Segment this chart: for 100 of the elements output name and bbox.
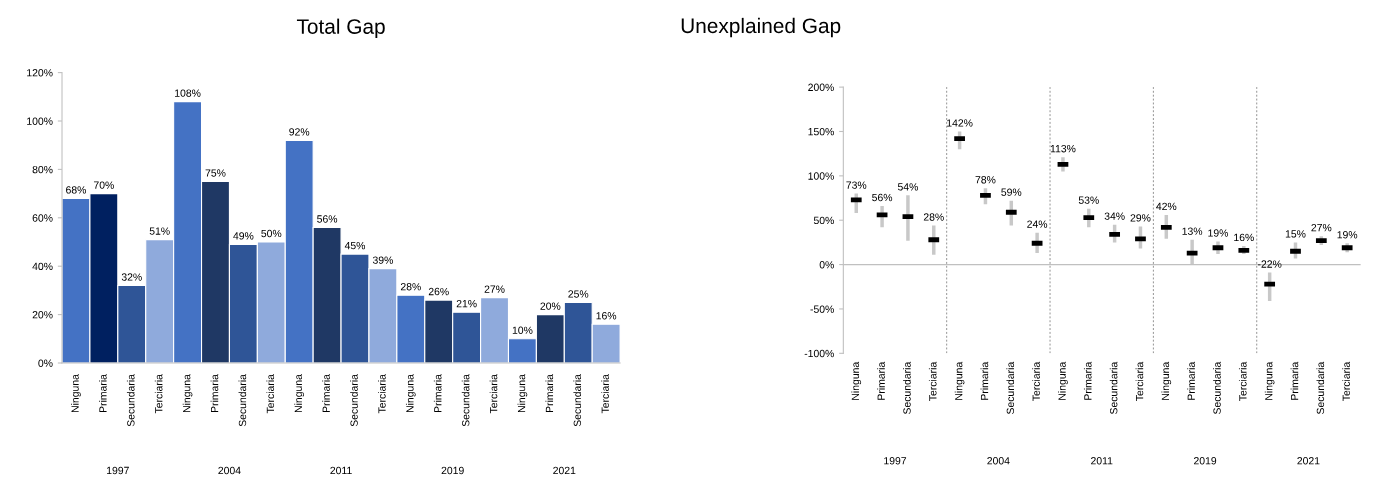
y-tick-label: 120% xyxy=(27,69,53,77)
x-tick-label: Terciaria xyxy=(1238,361,1247,401)
data-label: 20% xyxy=(540,302,561,310)
y-tick-label: 80% xyxy=(32,165,53,174)
x-tick-label: Ninguna xyxy=(1161,361,1172,400)
data-label: 113% xyxy=(1050,145,1076,153)
y-tick-label: 150% xyxy=(808,127,834,136)
x-tick-label: Terciaria xyxy=(1032,361,1040,401)
data-label: 16% xyxy=(596,312,617,320)
data-label: 24% xyxy=(1027,220,1048,228)
data-label: 54% xyxy=(897,183,918,191)
x-tick-label: Primaria xyxy=(322,374,330,413)
chart-title: Unexplained Gap xyxy=(681,17,841,38)
data-label: 56% xyxy=(317,215,338,223)
x-tick-label: Secundaria xyxy=(238,374,247,427)
text: 1997 xyxy=(884,457,907,465)
data-label: 49% xyxy=(233,232,254,240)
data-label: 28% xyxy=(400,283,421,291)
x-tick-label: Secundaria xyxy=(350,374,358,427)
data-label: 10% xyxy=(512,326,533,334)
x-tick-label: Primaria xyxy=(99,374,107,413)
data-label: 142% xyxy=(947,119,973,127)
data-label: 13% xyxy=(1182,227,1203,235)
data-label: 70% xyxy=(93,181,114,189)
x-tick-label: Primaria xyxy=(1187,361,1195,400)
data-label: 28% xyxy=(923,213,944,221)
y-tick-label: 50% xyxy=(813,216,834,225)
x-tick-label: Secundaria xyxy=(1213,361,1221,415)
x-tick-label: Secundaria xyxy=(573,374,582,427)
x-tick-label: Primaria xyxy=(1290,361,1299,400)
x-tick-label: Secundaria xyxy=(1109,361,1118,415)
x-tick-label: Terciaria xyxy=(601,374,609,414)
text: 2021 xyxy=(1297,457,1320,465)
text: 1997 xyxy=(107,466,129,475)
x-tick-label: Terciaria xyxy=(1135,361,1144,401)
x-tick-label: Terciaria xyxy=(1342,361,1350,401)
x-tick-label: Ninguna xyxy=(182,374,193,413)
data-label: 19% xyxy=(1208,229,1229,237)
data-label: 29% xyxy=(1130,214,1151,222)
x-tick-label: Ninguna xyxy=(71,374,81,413)
x-tick-label: Primaria xyxy=(1083,361,1092,400)
data-label: 15% xyxy=(1285,230,1306,238)
data-label: 25% xyxy=(568,290,589,298)
data-label: 42% xyxy=(1156,202,1177,211)
x-tick-label: Ninguna xyxy=(405,374,416,413)
data-label: 27% xyxy=(1311,223,1332,232)
data-label: 32% xyxy=(121,273,142,281)
x-tick-label: Ninguna xyxy=(954,361,965,400)
x-tick-label: Primaria xyxy=(980,361,989,400)
data-label: 19% xyxy=(1337,231,1358,239)
text: 2011 xyxy=(1091,457,1113,465)
x-tick-label: Terciaria xyxy=(378,374,386,414)
x-tick-label: Terciaria xyxy=(266,374,275,414)
x-tick-label: Ninguna xyxy=(517,374,528,413)
x-tick-label: Secundaria xyxy=(1006,361,1015,415)
y-tick-label: 0% xyxy=(819,261,834,269)
y-tick-label: 20% xyxy=(32,311,53,319)
data-label: 73% xyxy=(846,181,867,189)
data-label: 45% xyxy=(344,241,366,250)
x-tick-label: Terciaria xyxy=(928,361,937,401)
x-tick-label: Secundaria xyxy=(903,361,911,415)
data-label: 26% xyxy=(428,287,449,296)
y-tick-label: 60% xyxy=(32,214,53,222)
x-tick-label: Primaria xyxy=(433,374,442,413)
x-tick-label: Primaria xyxy=(877,361,885,400)
y-tick-label: 40% xyxy=(32,262,53,271)
x-tick-label: Ninguna xyxy=(1264,361,1275,400)
data-label: 108% xyxy=(175,89,201,97)
y-tick-label: 100% xyxy=(808,172,834,180)
text: 2004 xyxy=(218,466,241,475)
y-tick-label: 0% xyxy=(38,359,53,367)
chart-title: Total Gap xyxy=(296,18,385,39)
x-tick-label: Secundaria xyxy=(461,374,470,427)
data-label: 68% xyxy=(66,186,87,194)
data-label: 75% xyxy=(205,169,226,177)
data-label: 78% xyxy=(975,176,996,184)
x-tick-label: Primaria xyxy=(545,374,554,413)
x-tick-label: Ninguna xyxy=(1058,361,1068,400)
text: 2004 xyxy=(987,457,1010,465)
x-tick-label: Terciaria xyxy=(154,374,163,414)
data-label: -22% xyxy=(1257,260,1282,268)
y-tick-label: -100% xyxy=(804,349,834,358)
x-tick-label: Ninguna xyxy=(294,374,305,413)
data-label: 92% xyxy=(289,128,310,136)
x-tick-label: Terciaria xyxy=(489,374,498,414)
data-label: 53% xyxy=(1078,196,1099,204)
data-label: 56% xyxy=(872,193,893,202)
y-tick-label: 100% xyxy=(27,117,53,125)
x-tick-label: Primaria xyxy=(210,374,219,413)
text: 2019 xyxy=(441,466,464,475)
data-label: 21% xyxy=(456,299,477,308)
data-label: 51% xyxy=(149,227,170,235)
data-label: 16% xyxy=(1234,233,1254,242)
x-tick-label: Secundaria xyxy=(1316,361,1325,415)
y-tick-label: -50% xyxy=(810,305,834,313)
y-tick-label: 200% xyxy=(808,83,834,91)
text: 2021 xyxy=(553,466,576,475)
data-label: 27% xyxy=(484,285,505,293)
data-label: 59% xyxy=(1001,188,1022,196)
data-label: 39% xyxy=(372,256,393,264)
